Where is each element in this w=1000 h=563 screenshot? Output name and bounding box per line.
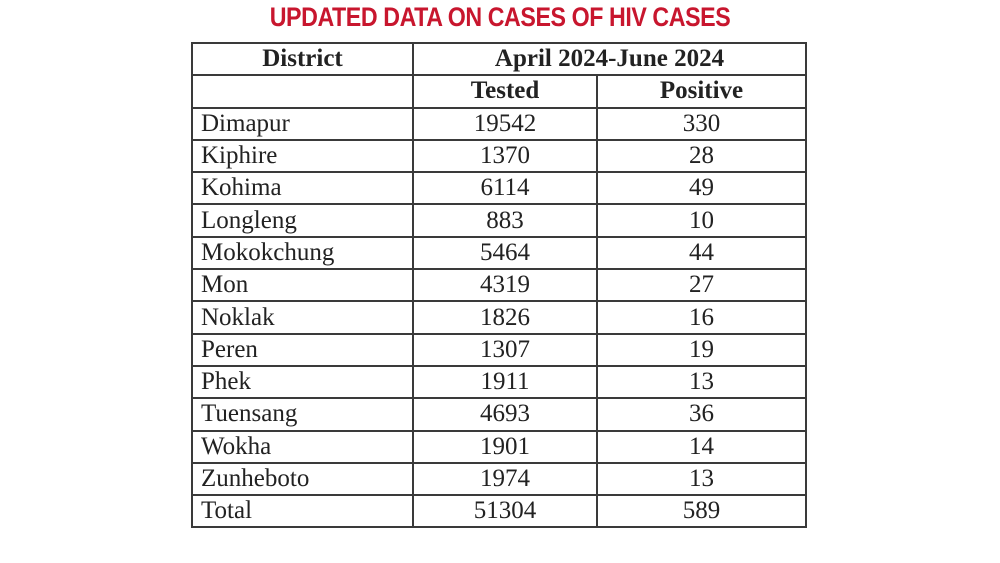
tested-cell: 883: [412, 203, 598, 238]
table-row: Dimapur 19542 330: [191, 106, 807, 141]
district-cell: Phek: [191, 364, 414, 400]
tested-cell: 1911: [412, 364, 598, 400]
tested-cell: 1826: [412, 300, 598, 335]
table-row: Longleng 883 10: [191, 203, 807, 238]
positive-cell: 14: [596, 429, 807, 464]
tested-cell: 1974: [412, 461, 598, 497]
table-row: Kohima 6114 49: [191, 171, 807, 206]
positive-cell: 13: [596, 461, 807, 497]
positive-cell: 44: [596, 235, 807, 271]
table-row: Zunheboto 1974 13: [191, 461, 807, 497]
table-row: Wokha 1901 14: [191, 429, 807, 464]
tested-cell: 4319: [412, 268, 598, 303]
positive-cell: 10: [596, 203, 807, 238]
district-cell: Wokha: [191, 429, 414, 464]
tested-cell: 1901: [412, 429, 598, 464]
positive-cell: 330: [596, 106, 807, 141]
table-row: Noklak 1826 16: [191, 300, 807, 335]
positive-cell: 19: [596, 332, 807, 367]
tested-cell: 1307: [412, 332, 598, 367]
positive-header: Positive: [596, 74, 807, 109]
tested-cell: 6114: [412, 171, 598, 206]
tested-cell: 51304: [412, 494, 598, 529]
table-row: Tuensang 4693 36: [191, 397, 807, 432]
table-row: Peren 1307 19: [191, 332, 807, 367]
district-header: District: [191, 41, 414, 77]
district-cell: Kiphire: [191, 138, 414, 174]
hiv-cases-table: District April 2024-June 2024 Tested Pos…: [191, 41, 807, 529]
district-cell: Zunheboto: [191, 461, 414, 497]
tested-cell: 19542: [412, 106, 598, 141]
subheader-row: Tested Positive: [191, 74, 807, 109]
table-title: UPDATED DATA ON CASES OF HIV CASES: [269, 2, 731, 32]
total-row: Total 51304 589: [191, 494, 807, 529]
table-row: Kiphire 1370 28: [191, 138, 807, 174]
tested-cell: 5464: [412, 235, 598, 271]
table-row: Mon 4319 27: [191, 268, 807, 303]
district-cell: Tuensang: [191, 397, 414, 432]
empty-header-cell: [191, 74, 414, 109]
district-cell: Kohima: [191, 171, 414, 206]
period-header: April 2024-June 2024: [412, 41, 807, 77]
tested-cell: 4693: [412, 397, 598, 432]
district-cell: Longleng: [191, 203, 414, 238]
positive-cell: 36: [596, 397, 807, 432]
tested-cell: 1370: [412, 138, 598, 174]
positive-cell: 27: [596, 268, 807, 303]
district-cell: Peren: [191, 332, 414, 367]
tested-header: Tested: [412, 74, 598, 109]
district-cell: Total: [191, 494, 414, 529]
positive-cell: 28: [596, 138, 807, 174]
positive-cell: 589: [596, 494, 807, 529]
positive-cell: 16: [596, 300, 807, 335]
district-cell: Mokokchung: [191, 235, 414, 271]
district-cell: Noklak: [191, 300, 414, 335]
positive-cell: 13: [596, 364, 807, 400]
positive-cell: 49: [596, 171, 807, 206]
table-row: Mokokchung 5464 44: [191, 235, 807, 271]
table-row: Phek 1911 13: [191, 364, 807, 400]
district-cell: Dimapur: [191, 106, 414, 141]
district-cell: Mon: [191, 268, 414, 303]
header-row: District April 2024-June 2024: [191, 41, 807, 77]
